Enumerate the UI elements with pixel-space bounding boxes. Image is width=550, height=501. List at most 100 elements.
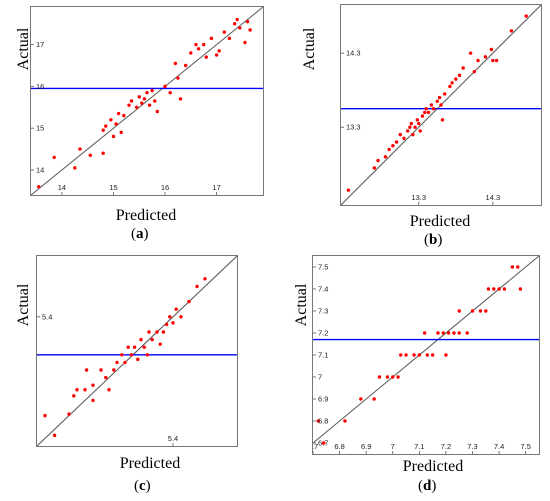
data-point: [140, 101, 144, 105]
scatter-plot: 6.7 6.8 6.9 7 7.1 7.2 7.3 7.4 7.5 6.7 6.8 6.9 7 7.1 7.…: [313, 256, 539, 454]
panel-label: (b): [424, 232, 443, 248]
data-point: [465, 331, 469, 335]
data-point: [168, 90, 172, 95]
data-point: [478, 309, 483, 313]
data-point: [359, 397, 363, 401]
x-tick-label: 6.8: [334, 442, 344, 451]
data-point: [489, 47, 494, 52]
data-point: [176, 76, 180, 80]
plot-area: 5.4 5.4: [36, 255, 238, 447]
data-point: [483, 55, 488, 59]
data-point: [245, 19, 250, 24]
data-point: [127, 103, 131, 107]
data-point: [43, 413, 47, 418]
data-point: [104, 375, 108, 380]
data-point: [147, 330, 151, 334]
data-point: [161, 330, 166, 334]
data-point: [126, 345, 130, 349]
data-point: [145, 353, 150, 357]
data-point: [492, 287, 496, 291]
y-tick-label: 6.9: [318, 395, 328, 404]
data-point: [391, 144, 395, 148]
data-point: [196, 47, 201, 51]
y-tick-label: 7.1: [318, 351, 328, 360]
data-point: [129, 353, 134, 357]
data-point: [209, 36, 214, 41]
x-tick-label: 13.3: [411, 193, 426, 202]
fit-line: [313, 256, 539, 444]
data-point: [426, 110, 431, 115]
data-point: [417, 121, 421, 126]
data-point: [423, 110, 427, 115]
data-point: [204, 55, 208, 59]
data-point: [486, 287, 491, 291]
data-point: [446, 331, 451, 335]
data-point: [413, 125, 417, 129]
data-point: [248, 28, 252, 32]
x-tick-label: 17: [212, 183, 220, 192]
y-tick-label: 6.7: [318, 439, 328, 448]
data-point: [372, 397, 376, 401]
scatter-plot: 5.4 5.4: [37, 256, 237, 446]
data-point: [404, 353, 408, 357]
data-point: [214, 53, 219, 57]
x-axis-label: Predicted: [115, 207, 177, 224]
data-point: [123, 360, 127, 365]
plot-area: 6.7 6.8 6.9 7 7.1 7.2 7.3 7.4 7.5 6.7 6.8 6.9 7 7.1 7.…: [312, 255, 540, 455]
y-tick-label: 17: [36, 40, 44, 49]
data-point: [321, 441, 326, 445]
data-point: [37, 184, 41, 189]
y-axis-label: Actual: [15, 283, 32, 327]
x-tick-label: 15: [109, 183, 117, 192]
y-tick-label: 5.4: [42, 312, 52, 321]
data-point: [187, 299, 191, 304]
data-point: [510, 265, 515, 269]
data-point: [377, 375, 382, 379]
data-point: [391, 375, 395, 379]
x-tick-label: 6.9: [361, 442, 371, 451]
x-tick-label: 7.2: [441, 442, 451, 451]
data-point: [101, 128, 105, 132]
plot-area: 13.3 14.3 13.3 14.3: [340, 4, 542, 206]
scatter-plot: 13.3 14.3 13.3 14.3: [341, 5, 541, 205]
data-point: [72, 394, 76, 398]
panel-label: (a): [131, 226, 149, 242]
data-point: [491, 58, 495, 63]
data-point: [91, 383, 95, 387]
data-point: [203, 277, 207, 281]
x-axis-label: Predicted: [119, 455, 181, 472]
data-point: [155, 109, 160, 114]
data-point: [502, 287, 507, 291]
data-point: [78, 147, 82, 151]
data-point: [402, 136, 406, 141]
panel-label: (d): [418, 478, 437, 494]
data-point: [436, 331, 440, 335]
data-point: [398, 132, 402, 137]
data-point: [243, 40, 247, 45]
data-point: [441, 331, 445, 335]
y-tick-label: 7.2: [318, 329, 328, 338]
data-point: [424, 107, 428, 111]
data-point: [417, 353, 422, 357]
data-point: [232, 22, 237, 26]
data-point: [119, 130, 123, 135]
x-tick-label: 7.5: [520, 442, 530, 451]
data-point: [73, 166, 77, 170]
y-axis-label: Actual: [301, 27, 318, 71]
data-point: [343, 419, 347, 423]
data-point: [112, 368, 116, 372]
data-point: [195, 284, 199, 289]
data-point: [435, 99, 439, 103]
data-point: [114, 122, 118, 126]
x-tick-label: 14.3: [486, 193, 501, 202]
data-point: [202, 42, 206, 47]
data-point: [383, 155, 388, 159]
data-point: [412, 353, 416, 357]
data-point: [137, 95, 141, 99]
data-point: [394, 140, 399, 144]
data-point: [439, 103, 443, 107]
data-point: [420, 114, 425, 118]
x-tick-label: 16: [161, 183, 169, 192]
data-point: [454, 77, 458, 81]
data-point: [470, 309, 475, 313]
